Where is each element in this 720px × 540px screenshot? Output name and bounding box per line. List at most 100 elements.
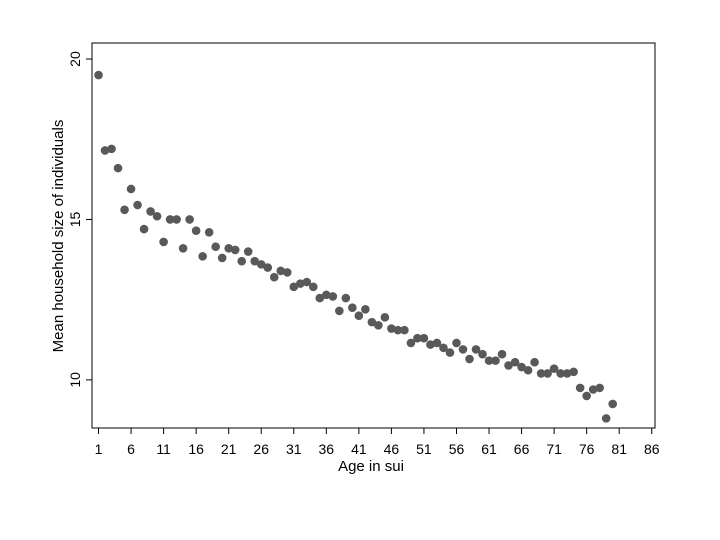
x-axis: 1 6 11 16 21 26 31 36 41 46 51 56 61 66 71 76 81 86 (95, 428, 660, 457)
x-tick-label: 56 (449, 441, 465, 457)
data-point (595, 383, 604, 393)
data-point (588, 385, 598, 394)
x-tick-label: 36 (319, 441, 335, 457)
data-point (575, 383, 585, 393)
data-point (276, 266, 286, 276)
x-tick-label: 26 (253, 441, 269, 457)
data-point (556, 369, 565, 378)
data-point (120, 205, 129, 215)
data-point (250, 256, 260, 266)
y-axis-label: Mean household size of individuals (50, 120, 67, 353)
data-point (523, 365, 533, 375)
data-point (302, 277, 312, 287)
data-point (230, 245, 240, 255)
data-point (601, 414, 611, 423)
data-point (269, 272, 279, 282)
data-point (178, 244, 188, 253)
data-point (113, 163, 123, 173)
data-point (426, 340, 435, 349)
data-point (165, 215, 175, 224)
data-point (224, 244, 233, 253)
data-point (439, 343, 448, 353)
x-tick-label: 1 (95, 441, 103, 457)
data-point (100, 146, 110, 155)
data-point (497, 349, 507, 359)
data-point (172, 215, 181, 224)
data-points (94, 70, 617, 423)
data-point (445, 348, 455, 357)
data-point (348, 303, 357, 312)
data-point (361, 304, 370, 314)
data-point (367, 317, 377, 327)
x-tick-label: 31 (286, 441, 302, 457)
x-tick-label: 86 (644, 441, 660, 457)
data-point (608, 399, 617, 409)
data-point (315, 293, 325, 303)
x-tick-label: 46 (384, 441, 400, 457)
plot-frame (91, 42, 656, 429)
data-point (211, 242, 220, 252)
data-point (237, 256, 246, 266)
data-point (94, 70, 103, 80)
data-point (413, 333, 422, 343)
data-point (432, 338, 442, 348)
data-point (282, 268, 292, 277)
x-tick-label: 76 (579, 441, 595, 457)
data-point (582, 391, 591, 401)
data-point (198, 252, 207, 261)
x-tick-label: 51 (416, 441, 432, 457)
data-point (543, 369, 552, 378)
data-point (393, 325, 403, 335)
data-point (204, 227, 214, 237)
data-point (341, 293, 351, 303)
data-point (452, 338, 461, 348)
data-point (322, 290, 331, 300)
data-point (517, 362, 526, 372)
data-point (295, 279, 305, 288)
data-point (126, 184, 136, 194)
data-point (478, 349, 487, 359)
y-tick-label: 15 (67, 211, 83, 227)
data-point (308, 282, 318, 292)
data-point (159, 237, 168, 247)
x-tick-label: 81 (611, 441, 627, 457)
data-point (289, 282, 299, 292)
data-point (185, 215, 194, 224)
data-point (458, 345, 468, 354)
data-point (504, 361, 513, 370)
data-point (569, 367, 578, 377)
data-point (152, 211, 162, 221)
y-tick-label: 10 (67, 372, 83, 388)
data-point (139, 224, 149, 234)
data-point (530, 357, 539, 367)
x-tick-label: 41 (351, 441, 367, 457)
y-axis: 10 15 20 (67, 51, 92, 388)
data-point (484, 356, 494, 365)
data-point (465, 354, 474, 364)
data-point (471, 345, 481, 354)
y-tick-label: 20 (67, 51, 83, 67)
x-tick-label: 16 (188, 441, 204, 457)
data-point (328, 292, 338, 301)
data-point (549, 364, 559, 373)
x-tick-label: 71 (546, 441, 562, 457)
data-point (263, 263, 273, 272)
x-tick-label: 61 (481, 441, 497, 457)
data-point (191, 226, 201, 235)
data-point (256, 260, 266, 269)
data-point (335, 306, 344, 316)
x-tick-label: 6 (127, 441, 135, 457)
data-point (354, 311, 364, 321)
data-point (107, 144, 116, 154)
x-tick-label: 21 (221, 441, 237, 457)
x-tick-label: 66 (514, 441, 530, 457)
data-point (133, 200, 142, 210)
x-tick-label: 11 (156, 441, 171, 457)
data-point (146, 207, 155, 216)
data-point (400, 325, 409, 335)
data-point (387, 324, 396, 333)
data-point (217, 253, 227, 263)
data-point (406, 338, 416, 348)
data-point (536, 369, 546, 378)
